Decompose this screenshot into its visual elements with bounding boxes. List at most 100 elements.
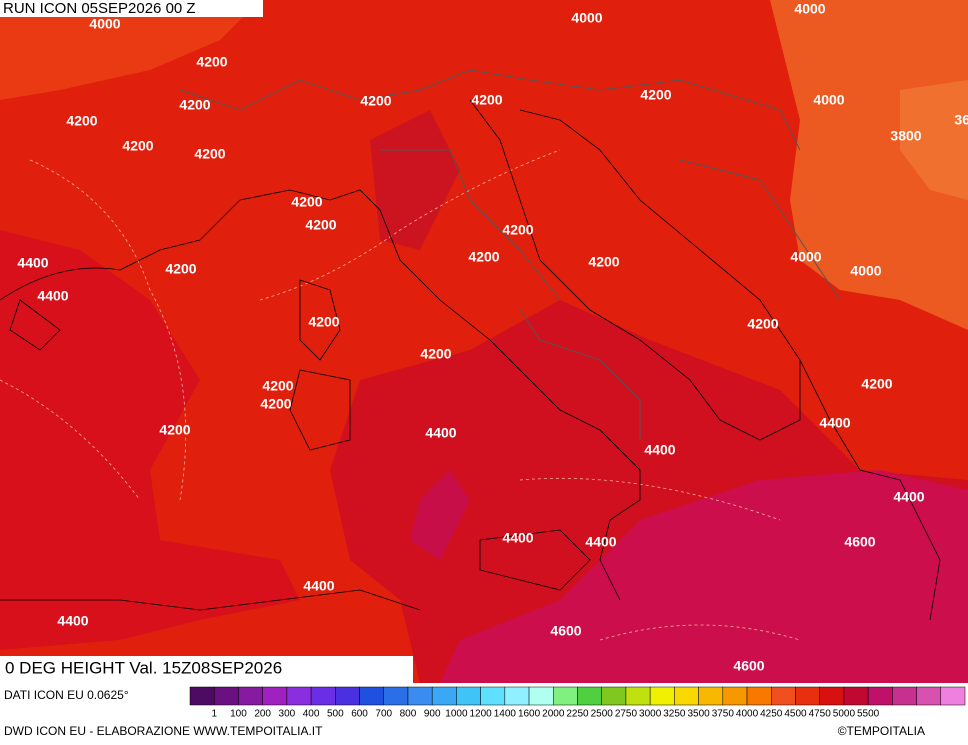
colorbar-label: 1: [211, 709, 217, 720]
contour-label: 4400: [303, 578, 334, 594]
valid-title: 0 DEG HEIGHT Val. 15Z08SEP2026: [5, 658, 282, 677]
contour-label: 4200: [420, 346, 451, 362]
contour-label: 4200: [747, 316, 778, 332]
contour-label: 4600: [844, 534, 875, 550]
colorbar-swatch: [213, 686, 239, 706]
contour-label: 4200: [196, 54, 227, 70]
colorbar-swatch: [262, 686, 288, 706]
colorbar-swatch: [504, 686, 530, 706]
colorbar-label: 4250: [760, 709, 783, 720]
contour-label: 4400: [585, 534, 616, 550]
colorbar-label: 300: [279, 709, 296, 720]
colorbar-swatch: [577, 686, 602, 706]
colorbar-label: 1000: [445, 709, 468, 720]
colorbar-swatch: [456, 686, 481, 706]
colorbar-label: 3750: [712, 709, 735, 720]
contour-label: 3600: [954, 112, 968, 128]
contour-label: 4200: [194, 146, 225, 162]
contour-label: 4200: [308, 314, 339, 330]
contour-label: 4400: [893, 489, 924, 505]
contour-label: 4200: [502, 222, 533, 238]
coastline: [0, 99, 941, 621]
colorbar-swatch: [335, 686, 360, 706]
colorbar-swatch: [649, 686, 675, 706]
contour-label: 4200: [305, 217, 336, 233]
credit: DWD ICON EU - ELABORAZIONE WWW.TEMPOITAL…: [4, 724, 323, 738]
contour-label: 4600: [550, 623, 581, 639]
contour-label: 4200: [66, 113, 97, 129]
colorbar-swatch: [722, 686, 748, 706]
colorbar-swatch: [843, 686, 869, 706]
colorbar-label: 900: [424, 709, 441, 720]
colorbar-swatch: [310, 686, 336, 706]
contour-label: 4200: [165, 261, 196, 277]
contour-label: 4200: [260, 396, 291, 412]
contour-label: 4000: [794, 1, 825, 17]
contour-label: 4200: [588, 254, 619, 270]
field-dark-w: [0, 230, 300, 650]
field-magenta-se: [440, 470, 968, 683]
colorbar-label: 100: [230, 709, 247, 720]
field-orange-ne2: [900, 80, 968, 200]
colorbar-label: 2750: [615, 709, 638, 720]
colorbar-swatch: [698, 686, 724, 706]
field-orange-ne: [770, 0, 968, 330]
run-box: [0, 0, 263, 17]
colorbar-swatch: [795, 686, 820, 706]
run-title: RUN ICON 05SEP2026 00 Z: [3, 0, 196, 17]
colorbar-label: 200: [254, 709, 271, 720]
colorbar-swatch: [286, 686, 312, 706]
colorbar-swatch: [238, 686, 263, 706]
contour-label: 4200: [291, 194, 322, 210]
colorbar-label: 2500: [591, 709, 614, 720]
colorbar-label: 800: [400, 709, 417, 720]
colorbar-label: 4750: [809, 709, 832, 720]
border: [179, 69, 841, 440]
colorbar-swatch: [892, 686, 917, 706]
contour-label: 3800: [890, 128, 921, 144]
contour-label: 4200: [468, 249, 499, 265]
contour-label: 4200: [360, 93, 391, 109]
colorbar-label: 2000: [542, 709, 565, 720]
colorbar-swatch: [674, 686, 699, 706]
contour-label: 4200: [159, 422, 190, 438]
colorbar-label: 3500: [687, 709, 710, 720]
data-source: DATI ICON EU 0.0625°: [4, 688, 129, 702]
contour-label: 4000: [571, 10, 602, 26]
contour-label: 4200: [471, 92, 502, 108]
contour-label: 4000: [813, 92, 844, 108]
contour-label: 4400: [644, 442, 675, 458]
colorbar-swatch: [480, 686, 506, 706]
contour-label: 4400: [425, 425, 456, 441]
contour-label: 4400: [502, 530, 533, 546]
colorbar-label: 1200: [470, 709, 493, 720]
colorbar-swatch: [553, 686, 578, 706]
colorbar-label: 5500: [857, 709, 880, 720]
colorbar-label: 700: [375, 709, 392, 720]
colorbar-label: 500: [327, 709, 344, 720]
colorbar-label: 5000: [833, 709, 856, 720]
field-dark-po: [370, 110, 460, 250]
contour-label: 4200: [640, 87, 671, 103]
colorbar-swatch: [819, 686, 845, 706]
field-orange-nw: [0, 0, 260, 100]
contour-label: 4200: [262, 378, 293, 394]
colorbar-label: 400: [303, 709, 320, 720]
colorbar-swatch: [746, 686, 772, 706]
colorbar-label: 600: [351, 709, 368, 720]
copyright: ©TEMPOITALIA: [838, 724, 925, 738]
contour-label: 4400: [37, 288, 68, 304]
contour-label: 4200: [861, 376, 892, 392]
contour-label: 4400: [57, 613, 88, 629]
colorbar-swatch: [359, 686, 384, 706]
colorbar-swatch: [431, 686, 457, 706]
contour-label: 4400: [17, 255, 48, 271]
colorbar-swatch: [940, 686, 966, 706]
colorbar-label: 4500: [784, 709, 807, 720]
colorbar-label: 2250: [566, 709, 589, 720]
colorbar-label: 1400: [494, 709, 517, 720]
colorbar-label: 3000: [639, 709, 662, 720]
